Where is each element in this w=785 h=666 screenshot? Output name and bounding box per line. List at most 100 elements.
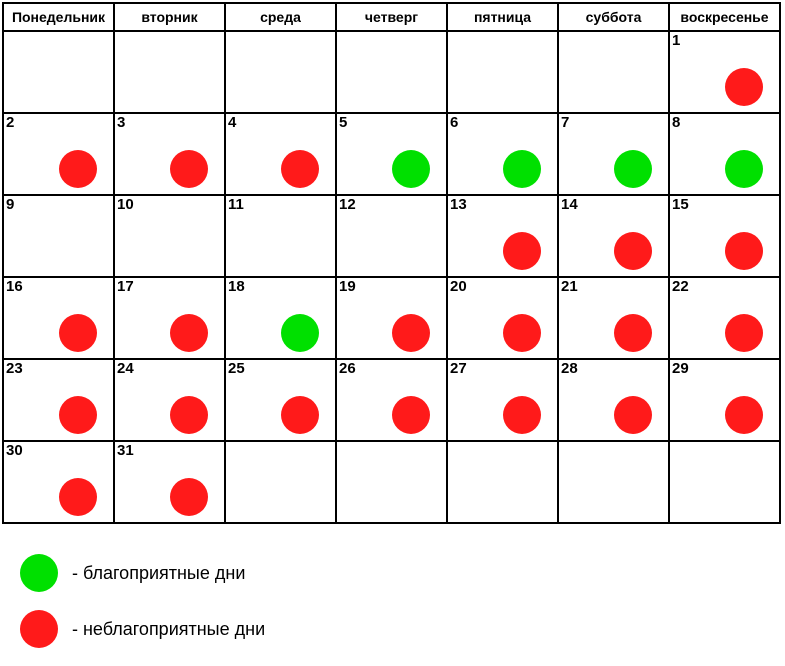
day-number: 12: [339, 196, 356, 213]
calendar-cell: 9: [3, 195, 114, 277]
bad-day-dot: [503, 314, 541, 352]
day-number: 5: [339, 114, 347, 131]
day-number: 19: [339, 278, 356, 295]
calendar-cell: 23: [3, 359, 114, 441]
calendar-cell: 5: [336, 113, 447, 195]
calendar-cell: 29: [669, 359, 780, 441]
calendar-cell: 25: [225, 359, 336, 441]
calendar-cell: 4: [225, 113, 336, 195]
bad-day-dot: [725, 68, 763, 106]
calendar-cell: [447, 31, 558, 113]
bad-day-dot: [614, 232, 652, 270]
bad-day-dot: [281, 396, 319, 434]
calendar-cell: [336, 441, 447, 523]
day-number: 4: [228, 114, 236, 131]
good-day-dot: [503, 150, 541, 188]
calendar-cell: 21: [558, 277, 669, 359]
calendar-cell: [114, 31, 225, 113]
bad-day-dot: [281, 150, 319, 188]
good-day-dot: [281, 314, 319, 352]
bad-day-dot: [725, 314, 763, 352]
day-number: 10: [117, 196, 134, 213]
calendar-week: 3031: [3, 441, 780, 523]
legend-text-good: - благоприятные дни: [72, 563, 245, 584]
day-number: 24: [117, 360, 134, 377]
calendar-cell: [225, 441, 336, 523]
day-number: 23: [6, 360, 23, 377]
calendar-cell: [336, 31, 447, 113]
calendar-cell: 8: [669, 113, 780, 195]
calendar-week: 1: [3, 31, 780, 113]
good-day-dot: [725, 150, 763, 188]
legend-dot-bad: [20, 610, 58, 648]
weekday-header: среда: [225, 3, 336, 31]
day-number: 27: [450, 360, 467, 377]
day-number: 9: [6, 196, 14, 213]
day-number: 3: [117, 114, 125, 131]
calendar-week: 2 3 4 5 6 78: [3, 113, 780, 195]
calendar-cell: 10: [114, 195, 225, 277]
weekday-header-row: Понедельник вторник среда четверг пятниц…: [3, 3, 780, 31]
day-number: 14: [561, 196, 578, 213]
day-number: 30: [6, 442, 23, 459]
bad-day-dot: [59, 150, 97, 188]
day-number: 17: [117, 278, 134, 295]
calendar-cell: 12: [336, 195, 447, 277]
weekday-header: вторник: [114, 3, 225, 31]
bad-day-dot: [503, 232, 541, 270]
bad-day-dot: [170, 150, 208, 188]
legend-row-bad: - неблагоприятные дни: [20, 610, 785, 648]
weekday-header: Понедельник: [3, 3, 114, 31]
legend-dot-good: [20, 554, 58, 592]
calendar-cell: 17: [114, 277, 225, 359]
bad-day-dot: [392, 396, 430, 434]
bad-day-dot: [725, 396, 763, 434]
weekday-header: суббота: [558, 3, 669, 31]
day-number: 1: [672, 32, 680, 49]
calendar-cell: 15: [669, 195, 780, 277]
day-number: 22: [672, 278, 689, 295]
calendar-cell: 13: [447, 195, 558, 277]
calendar-week: 23 24 25 2627 28 29: [3, 359, 780, 441]
calendar-cell: 14: [558, 195, 669, 277]
day-number: 2: [6, 114, 14, 131]
weekday-header: четверг: [336, 3, 447, 31]
calendar-week: 16171819202122: [3, 277, 780, 359]
calendar-cell: [225, 31, 336, 113]
calendar-cell: [3, 31, 114, 113]
day-number: 6: [450, 114, 458, 131]
calendar-grid: Понедельник вторник среда четверг пятниц…: [2, 2, 781, 524]
calendar-cell: 27: [447, 359, 558, 441]
day-number: 18: [228, 278, 245, 295]
bad-day-dot: [503, 396, 541, 434]
calendar-cell: 28: [558, 359, 669, 441]
bad-day-dot: [614, 396, 652, 434]
legend: - благоприятные дни - неблагоприятные дн…: [20, 554, 785, 648]
day-number: 25: [228, 360, 245, 377]
calendar-cell: 26: [336, 359, 447, 441]
weekday-header: воскресенье: [669, 3, 780, 31]
calendar-cell: 6: [447, 113, 558, 195]
calendar-cell: 24: [114, 359, 225, 441]
calendar-cell: 2: [3, 113, 114, 195]
bad-day-dot: [170, 314, 208, 352]
calendar-cell: [669, 441, 780, 523]
day-number: 28: [561, 360, 578, 377]
bad-day-dot: [59, 396, 97, 434]
weekday-header: пятница: [447, 3, 558, 31]
day-number: 8: [672, 114, 680, 131]
bad-day-dot: [614, 314, 652, 352]
good-day-dot: [392, 150, 430, 188]
calendar-week: 9101112131415: [3, 195, 780, 277]
good-day-dot: [614, 150, 652, 188]
day-number: 15: [672, 196, 689, 213]
calendar-cell: 30: [3, 441, 114, 523]
calendar-cell: 11: [225, 195, 336, 277]
calendar-cell: 19: [336, 277, 447, 359]
bad-day-dot: [392, 314, 430, 352]
day-number: 21: [561, 278, 578, 295]
legend-text-bad: - неблагоприятные дни: [72, 619, 265, 640]
calendar-cell: [447, 441, 558, 523]
calendar-cell: 7: [558, 113, 669, 195]
calendar-cell: [558, 31, 669, 113]
